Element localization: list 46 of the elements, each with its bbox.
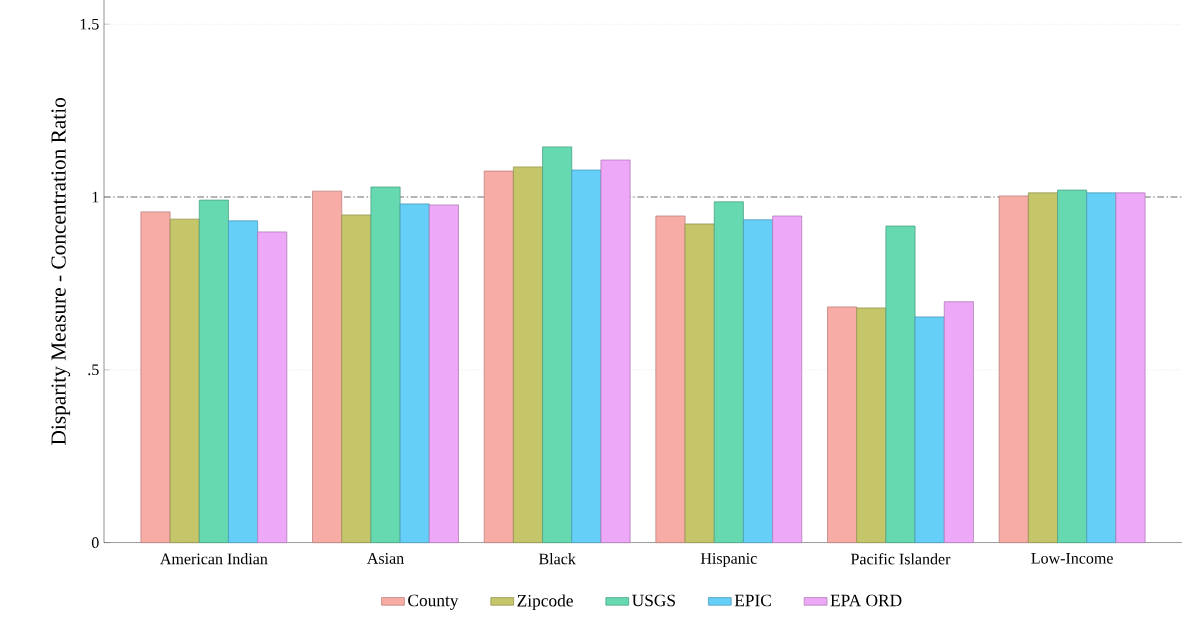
legend-label: USGS <box>632 594 675 607</box>
y-axis-title: Disparity Measure - Concentration Ratio <box>51 97 71 445</box>
bar <box>1027 192 1058 544</box>
bar <box>856 307 887 544</box>
legend-label: EPIC <box>734 594 771 607</box>
bar <box>1057 189 1088 544</box>
bar <box>312 190 343 544</box>
legend-label: Zipcode <box>517 594 573 611</box>
bar <box>140 211 171 544</box>
bar <box>943 301 974 544</box>
bar <box>257 231 288 544</box>
bar <box>1086 192 1117 544</box>
bar <box>998 195 1029 544</box>
bar <box>483 170 514 544</box>
bar <box>542 146 573 544</box>
bar <box>713 201 744 544</box>
bar <box>399 203 430 544</box>
bar <box>341 214 372 544</box>
bar <box>513 166 543 544</box>
x-tick-label: American Indian <box>160 553 268 565</box>
y-tick-label: .5 <box>88 364 99 376</box>
y-tick-label: 0 <box>91 537 99 549</box>
bar <box>428 204 459 544</box>
bar <box>169 218 200 544</box>
x-tick-label: Pacific Islander <box>850 553 951 565</box>
legend-label: EPA ORD <box>830 594 902 607</box>
x-tick-label: Hispanic <box>700 553 757 568</box>
bar <box>370 186 401 544</box>
legend-label: County <box>408 594 459 610</box>
bar <box>228 220 259 544</box>
y-tick-label: 1.5 <box>80 18 99 30</box>
y-tick-label: 1 <box>92 191 99 203</box>
bar <box>1115 192 1146 544</box>
bar <box>885 225 916 544</box>
bar <box>571 169 602 544</box>
bar <box>600 159 631 544</box>
x-tick-label: Asian <box>367 553 404 564</box>
bar <box>655 215 686 544</box>
bar <box>198 199 229 544</box>
x-tick-label: Black <box>538 553 576 565</box>
bar <box>684 223 715 544</box>
bar <box>743 219 773 544</box>
bar <box>914 316 945 544</box>
bar <box>772 215 803 544</box>
bar <box>827 306 858 544</box>
x-tick-label: Low-Income <box>1031 553 1113 564</box>
